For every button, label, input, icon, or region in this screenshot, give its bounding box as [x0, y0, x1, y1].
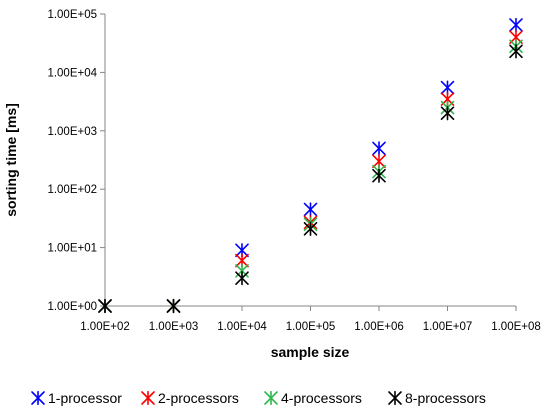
series-4-processors: [98, 39, 523, 314]
legend-marker: [141, 390, 155, 406]
data-marks: [98, 17, 523, 314]
y-tick-label: 1.00E+03: [47, 126, 97, 138]
data-point: [303, 221, 318, 236]
x-axis-title: sample size: [271, 344, 350, 360]
legend-label: 2-processors: [158, 390, 239, 406]
x-tick-label: 1.00E+08: [491, 321, 541, 333]
data-point: [303, 202, 318, 217]
x-tick-label: 1.00E+03: [149, 321, 199, 333]
y-ticks: 1.00E+00 1.00E+01 1.00E+02 1.00E+03 1.00E+04…: [47, 9, 105, 313]
y-tick-label: 1.00E+01: [47, 243, 97, 255]
data-point: [235, 271, 249, 286]
legend-item: 4-processors: [264, 390, 362, 406]
legend-marker: [31, 390, 45, 406]
data-point: [166, 298, 181, 314]
legend-label: 1-processor: [48, 390, 122, 406]
y-tick-label: 1.00E+05: [47, 9, 97, 21]
series-2-processors: [98, 30, 523, 314]
x-tick-label: 1.00E+05: [286, 321, 336, 333]
data-point: [98, 298, 112, 314]
series-8-processors: [98, 44, 523, 314]
legend-item: 2-processors: [141, 390, 239, 406]
data-point: [509, 17, 523, 33]
data-point: [372, 168, 386, 183]
legend-item: 1-processor: [31, 390, 122, 406]
legend-label: 4-processors: [281, 390, 362, 406]
y-axis-title: sorting time [ms]: [3, 103, 19, 217]
x-tick-label: 1.00E+06: [354, 321, 404, 333]
data-point: [372, 141, 386, 156]
legend-marker: [388, 390, 402, 406]
series-1-processor: [98, 17, 523, 314]
legend-item: 8-processors: [388, 390, 486, 406]
data-point: [440, 80, 455, 95]
axes: [104, 14, 516, 307]
y-tick-label: 1.00E+02: [47, 184, 97, 196]
x-ticks: 1.00E+02 1.00E+03 1.00E+04 1.00E+05 1.00E+06…: [80, 306, 541, 333]
y-tick-label: 1.00E+04: [47, 67, 97, 79]
legend: 1-processor 2-processors 4-processors 8-pro…: [31, 390, 486, 406]
x-tick-label: 1.00E+07: [423, 321, 473, 333]
x-tick-label: 1.00E+04: [217, 321, 267, 333]
legend-label: 8-processors: [405, 390, 486, 406]
x-tick-label: 1.00E+02: [80, 321, 130, 333]
legend-marker: [264, 390, 278, 406]
data-point: [509, 44, 523, 59]
y-tick-label: 1.00E+00: [47, 301, 97, 313]
data-point: [440, 106, 455, 121]
